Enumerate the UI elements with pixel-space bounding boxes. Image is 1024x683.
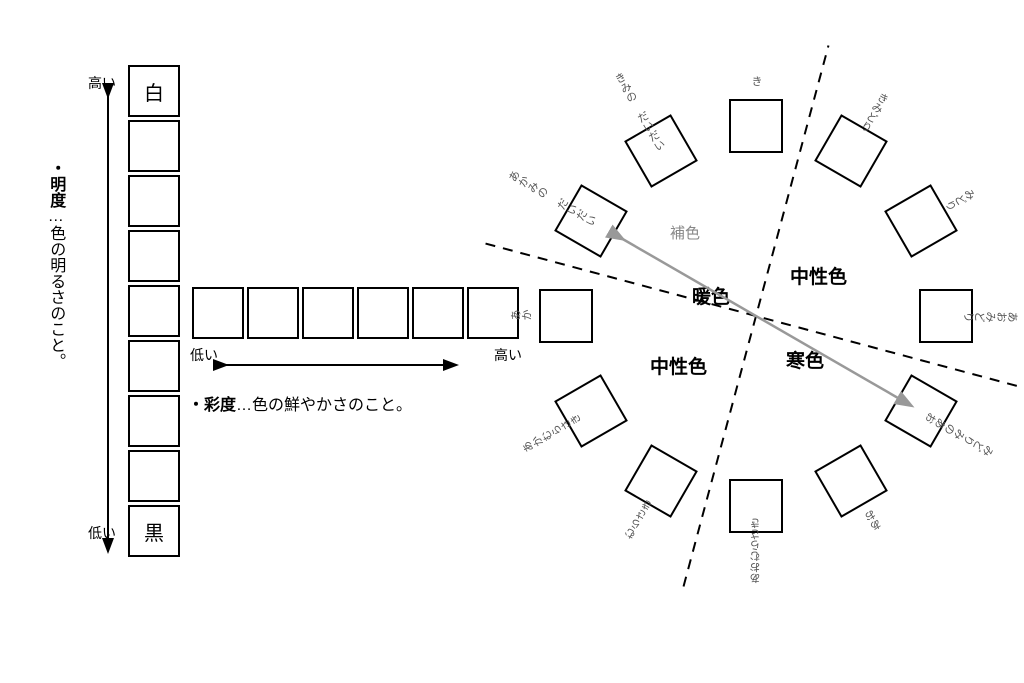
brightness-top-text: 白 [144, 77, 164, 106]
wheel-label: あお [861, 506, 886, 533]
brightness-box [128, 230, 180, 282]
wheel-box [555, 374, 629, 448]
complementary-label: 補色 [670, 222, 700, 243]
brightness-box [128, 175, 180, 227]
brightness-title: ・明度…色の明るさのこと。 [46, 160, 65, 369]
wheel-label: むらさき [621, 496, 657, 542]
wheel-box [814, 115, 888, 189]
wheel-label: きみどり [856, 89, 892, 135]
saturation-box [192, 287, 244, 339]
saturation-box [357, 287, 409, 339]
brightness-box: 黒 [128, 505, 180, 557]
wheel-box [729, 99, 783, 153]
wheel-region-cool: 寒色 [786, 346, 824, 373]
wheel-label: き [748, 76, 764, 87]
saturation-box [247, 287, 299, 339]
brightness-box [128, 395, 180, 447]
brightness-box [128, 120, 180, 172]
saturation-box [412, 287, 464, 339]
wheel-box [814, 444, 888, 518]
brightness-box [128, 340, 180, 392]
wheel-region-warm: 暖色 [692, 282, 730, 309]
wheel-label: あか [510, 308, 532, 324]
brightness-high-label: 高い [88, 73, 116, 93]
saturation-title: ・彩度…色の鮮やかさのこと。 [188, 391, 412, 415]
complementary-arrow [622, 239, 910, 406]
brightness-low-label: 低い [88, 523, 116, 543]
brightness-box [128, 285, 180, 337]
wheel-box [884, 374, 958, 448]
wheel-region-neutral1: 中性色 [790, 262, 847, 289]
wheel-box [539, 289, 593, 343]
brightness-bottom-text: 黒 [144, 517, 164, 546]
wheel-region-neutral2: 中性色 [650, 352, 707, 379]
saturation-box [302, 287, 354, 339]
wheel-label: あおみどり [964, 308, 1019, 324]
brightness-box [128, 450, 180, 502]
wheel-label: あおむらさき [748, 518, 764, 584]
wheel-box [624, 115, 698, 189]
saturation-high-label: 高い [494, 345, 522, 365]
wheel-box [624, 444, 698, 518]
saturation-low-label: 低い [190, 345, 218, 365]
brightness-box: 白 [128, 65, 180, 117]
wheel-label: みどり [941, 183, 978, 213]
wheel-box [884, 184, 958, 258]
